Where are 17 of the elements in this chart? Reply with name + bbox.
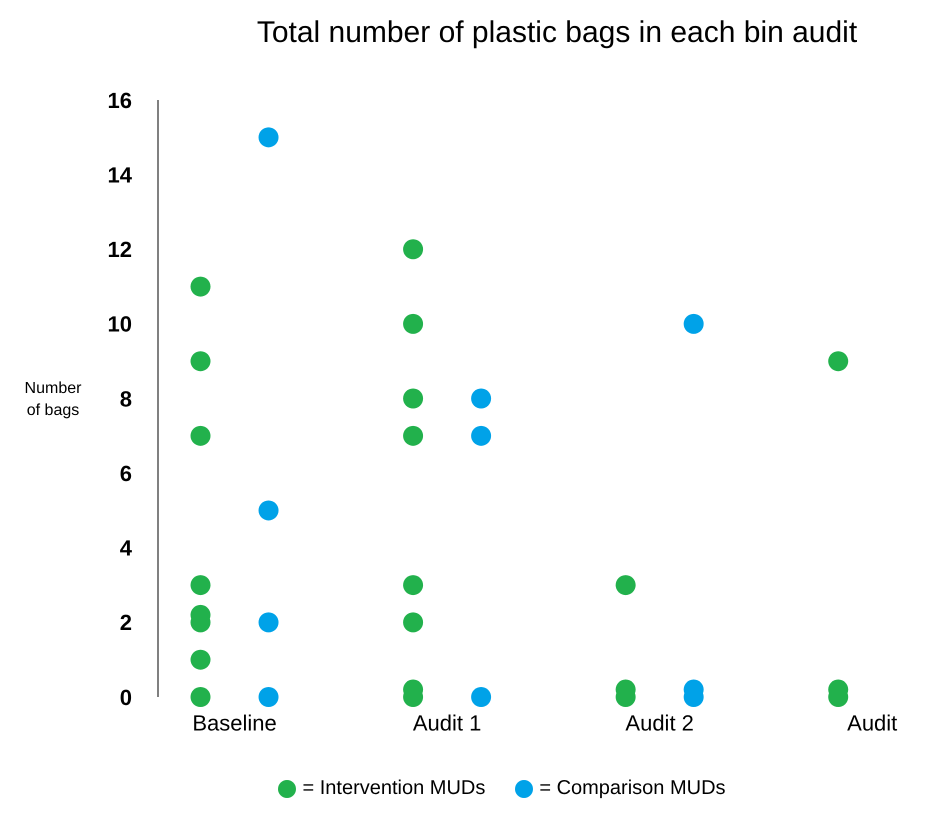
y-axis-title: Number of bags	[24, 379, 82, 421]
y-tick-label: 14	[108, 162, 133, 188]
y-tick-label: 10	[108, 312, 132, 337]
y-tick-label: 2	[120, 610, 132, 636]
x-tick-label: Audit 2	[625, 710, 694, 736]
legend-label: = Comparison MUDs	[539, 777, 726, 800]
x-tick-label: Audit 1	[412, 710, 482, 736]
y-tick-label: 0	[120, 684, 132, 710]
y-tick-label: 12	[108, 237, 132, 262]
y-tick-label: 6	[120, 460, 132, 486]
chart-title: Total number of plastic bags in each bin audit	[256, 16, 858, 50]
y-tick-label: 8	[120, 386, 132, 412]
x-tick-label: Baseline	[192, 710, 277, 736]
y-tick-label: 16	[108, 88, 132, 113]
y-tick-label: 4	[120, 536, 133, 561]
x-tick-label: Audit	[847, 710, 898, 736]
legend-label: = Intervention MUDs	[302, 777, 486, 800]
